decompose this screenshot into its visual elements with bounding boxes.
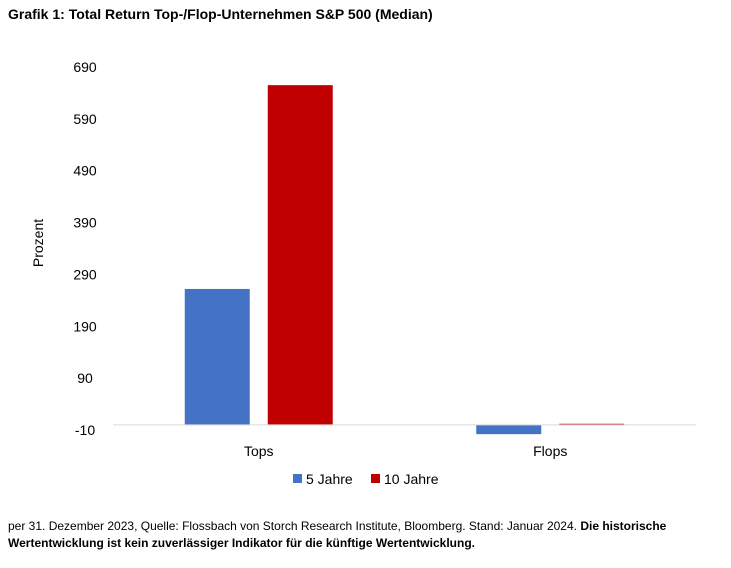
y-tick-label: 290 (73, 266, 97, 282)
footnote-source: per 31. Dezember 2023, Quelle: Flossbach… (8, 519, 581, 533)
legend-label: 5 Jahre (306, 471, 353, 487)
legend-label: 10 Jahre (384, 471, 439, 487)
y-tick-label: 90 (77, 370, 93, 386)
y-tick-label: 690 (73, 59, 97, 75)
y-tick-label: -10 (75, 422, 95, 438)
y-tick-label: 490 (73, 163, 97, 179)
x-category-label: Tops (244, 443, 274, 459)
bars (184, 85, 625, 435)
y-tick-label: 590 (73, 111, 97, 127)
legend-swatch (293, 474, 302, 483)
bar-chart: -10 90 190 290 390 490 590 690 Prozent Tops Flop… (30, 59, 696, 487)
bar-tops-1 (184, 288, 250, 425)
x-category-label: Flops (533, 443, 567, 459)
bar-flops-1 (476, 424, 542, 435)
chart-title: Grafik 1: Total Return Top-/Flop-Unterne… (8, 6, 433, 22)
bar-tops-2 (267, 85, 333, 425)
y-axis-title: Prozent (30, 219, 46, 267)
legend-swatch (371, 474, 380, 483)
y-tick-label: 190 (73, 318, 97, 334)
y-tick-label: 390 (73, 215, 97, 231)
legend: 5 Jahre 10 Jahre (293, 471, 439, 487)
bar-flops-2 (559, 423, 625, 425)
x-axis-categories: Tops Flops (244, 443, 567, 459)
footnote-disclaimer: Die historische Wertentwicklung ist kein… (8, 519, 667, 550)
footnote: per 31. Dezember 2023, Quelle: Flossbach… (8, 518, 708, 552)
y-axis-ticks: -10 90 190 290 390 490 590 690 (73, 59, 97, 438)
